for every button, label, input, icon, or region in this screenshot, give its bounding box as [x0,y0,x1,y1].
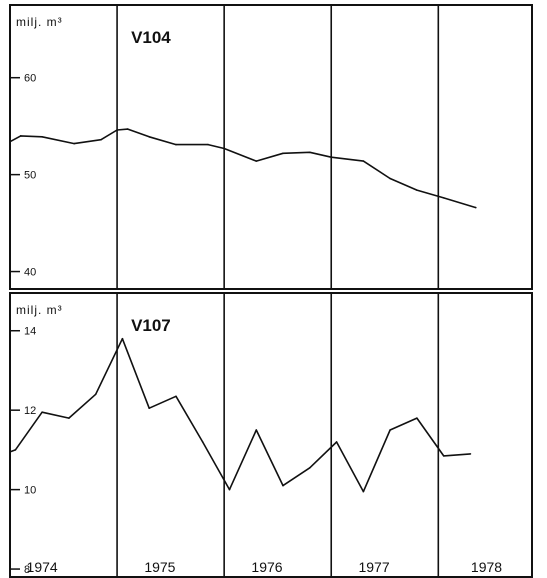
series-line [9,337,471,493]
data-point-8 [175,143,177,146]
unit-label: milj. m³ [16,15,63,29]
y-tick-label-60: 60 [24,73,36,85]
data-point-13 [335,441,338,443]
y-tick-label-40: 40 [24,267,36,279]
y-tick-label-8: 8 [24,564,30,576]
data-point-13 [309,151,311,154]
y-tick-label-14: 14 [24,326,36,338]
data-point-2 [41,136,43,138]
data-point-17 [416,189,418,191]
panel-frame [9,292,533,578]
data-point-6 [148,407,150,409]
data-point-5 [121,337,124,340]
data-point-3 [73,142,76,145]
data-point-9 [207,143,209,146]
data-point-14 [330,156,333,158]
unit-label: milj. m³ [16,303,63,317]
data-point-18 [442,197,445,199]
y-tick-label-12: 12 [24,405,36,417]
data-point-15 [389,429,391,431]
data-point-7 [175,395,177,398]
series-line [9,128,477,209]
data-point-16 [416,417,418,419]
data-point-4 [100,138,102,141]
data-point-0 [9,140,11,143]
panel-frame [9,4,533,290]
data-point-4 [94,393,97,396]
x-tick-label-1975: 1975 [144,559,175,575]
data-point-15 [362,160,365,162]
data-point-6 [126,128,129,130]
data-point-10 [255,429,258,431]
data-point-2 [41,411,43,413]
panel-1: 40 50 60 milj. m³ V104 [9,4,533,290]
x-tick-label-1974: 1974 [27,559,58,575]
data-point-10 [223,147,225,150]
data-point-16 [389,177,391,180]
data-point-12 [309,466,311,469]
data-point-9 [228,488,231,491]
chart-title: V107 [131,316,171,335]
y-tick-label-10: 10 [24,485,36,497]
data-point-8 [201,441,204,443]
data-point-14 [362,490,365,493]
data-point-1 [19,135,22,137]
y-tick-label-50: 50 [24,170,36,182]
data-point-12 [282,152,284,155]
data-point-7 [148,136,150,138]
data-point-17 [442,455,445,457]
data-point-1 [14,449,17,451]
panel-2: 8 10 12 14 milj. m³ V107 1974 1975 1976 1977 1978 [9,292,533,578]
x-tick-label-1977: 1977 [358,559,389,575]
chart-title: V104 [131,28,171,47]
data-point-19 [474,206,477,209]
data-point-0 [9,451,11,453]
data-point-18 [469,453,472,455]
data-point-11 [255,160,258,162]
data-point-11 [282,484,284,487]
x-tick-label-1978: 1978 [471,559,502,575]
data-point-5 [116,129,118,131]
x-tick-label-1976: 1976 [251,559,282,575]
data-point-3 [68,417,70,419]
